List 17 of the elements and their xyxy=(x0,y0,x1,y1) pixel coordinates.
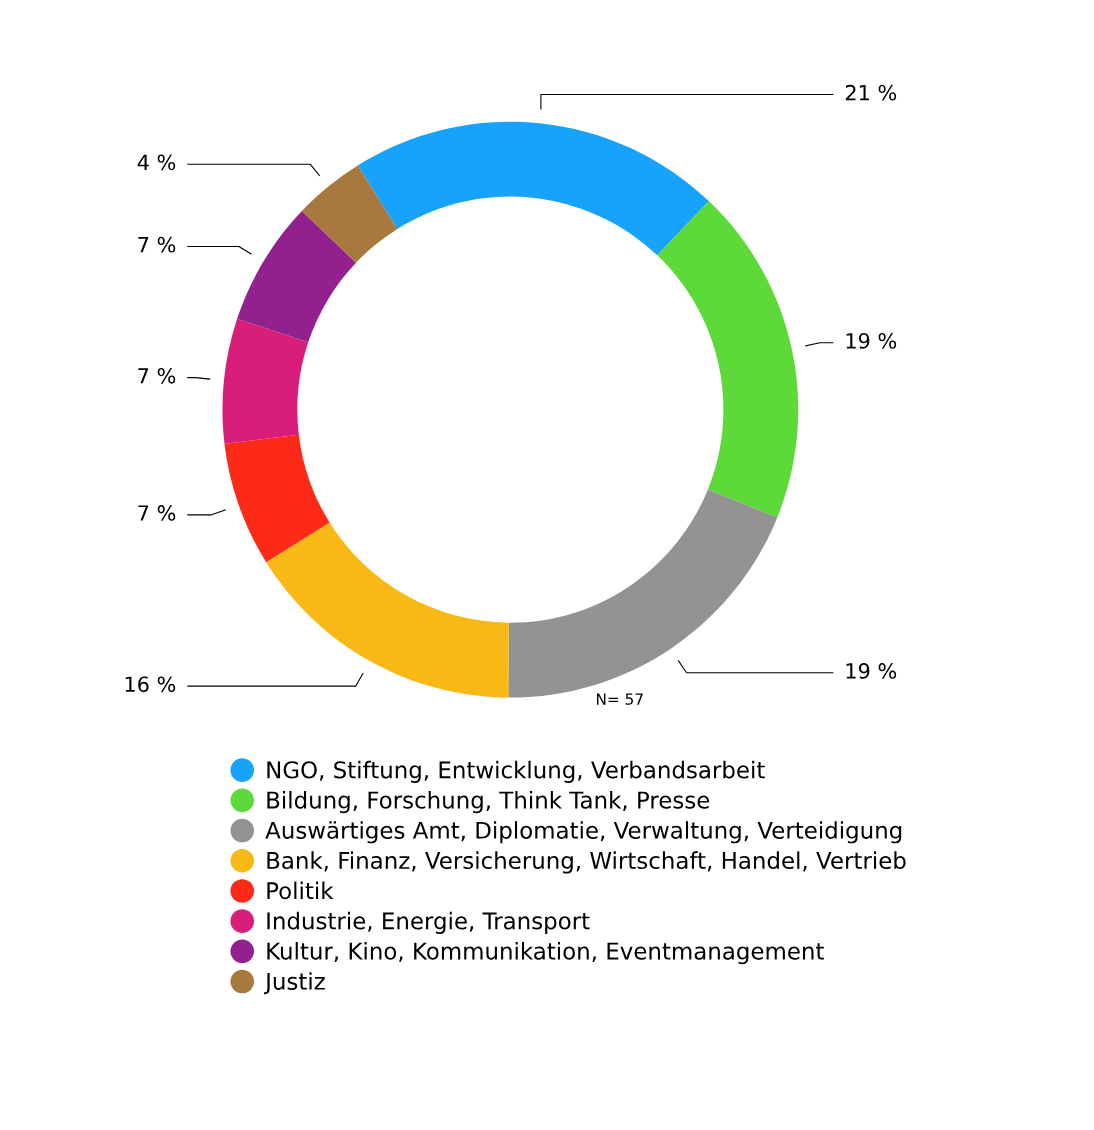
data-label: 19 % xyxy=(846,663,897,679)
data-label: 7 % xyxy=(138,367,176,384)
legend-label: Justiz xyxy=(263,972,325,995)
legend-label: NGO, Stiftung, Entwicklung, Verbandsarbeit xyxy=(267,760,765,783)
data-label: 7 % xyxy=(138,505,176,521)
legend-label: Industrie, Energie, Transport xyxy=(267,911,590,934)
data-label: 16 % xyxy=(125,676,176,693)
data-label: 19 % xyxy=(846,332,897,349)
legend-label: Bildung, Forschung, Think Tank, Presse xyxy=(267,790,710,814)
legend-label: Politik xyxy=(267,881,334,900)
data-label: 7 % xyxy=(138,236,176,253)
legend-label: Auswärtiges Amt, Diplomatie, Verwaltung, Verteidigung xyxy=(265,821,902,844)
text: N= 57 xyxy=(597,693,643,705)
data-label: 21 % xyxy=(845,84,897,101)
legend-label: Bank, Finanz, Versicherung, Wirtschaft, Handel, Vertrieb xyxy=(267,851,906,874)
legend-label: Kultur, Kino, Kommunikation, Eventmanagement xyxy=(267,941,824,965)
data-label: 4 % xyxy=(137,154,176,171)
